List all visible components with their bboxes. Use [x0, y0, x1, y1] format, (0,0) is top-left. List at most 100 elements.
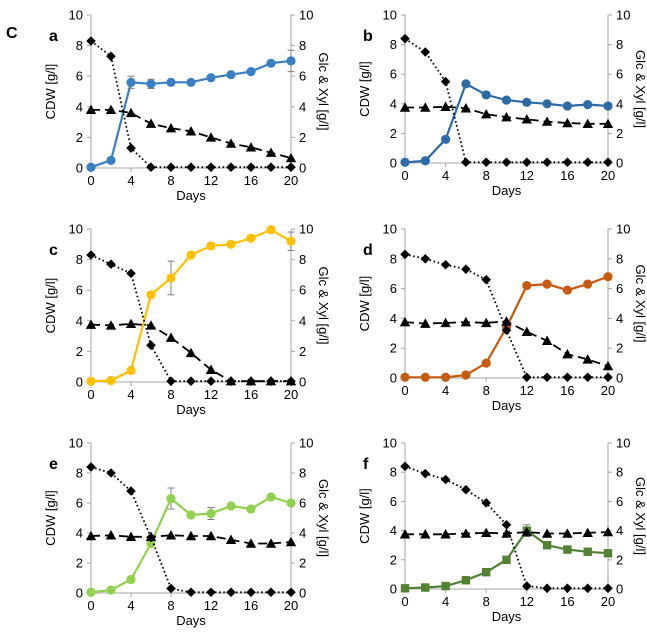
- data-point-cdw: [126, 574, 136, 585]
- data-point-cdw: [603, 101, 613, 111]
- panel-letter: f: [363, 456, 369, 473]
- y2-tick-label: 2: [299, 130, 306, 145]
- series-line-cdw: [90, 59, 292, 169]
- data-point-xyl: [245, 376, 257, 386]
- data-point-xyl: [185, 347, 197, 358]
- data-point-glc: [461, 157, 471, 168]
- y2-tick-label: 6: [299, 496, 306, 511]
- data-point-cdw: [186, 250, 196, 260]
- data-point-xyl: [125, 531, 137, 541]
- data-point-xyl: [105, 320, 117, 330]
- data-point-cdw: [542, 279, 552, 289]
- y2-axis-title: Glc & Xyl [g/l]: [316, 52, 331, 130]
- data-point-xyl: [602, 118, 614, 128]
- data-point-cdw: [603, 272, 613, 282]
- y2-axis-title: Glc & Xyl [g/l]: [633, 50, 647, 128]
- data-point-glc: [146, 340, 156, 351]
- y2-axis-title: Glc & Xyl [g/l]: [633, 477, 647, 555]
- y-tick-label: 8: [76, 466, 83, 481]
- data-point-glc: [106, 51, 116, 62]
- data-point-xyl: [521, 114, 532, 124]
- x-tick-label: 0: [87, 173, 94, 188]
- data-point-glc: [603, 157, 613, 168]
- data-point-xyl: [125, 107, 137, 118]
- data-point-glc: [562, 372, 573, 383]
- data-point-glc: [246, 162, 256, 173]
- data-point-cdw: [441, 581, 450, 591]
- y-tick-label: 4: [76, 313, 83, 328]
- data-point-xyl: [145, 320, 157, 330]
- data-point-xyl: [582, 354, 593, 364]
- y-tick-label: 4: [76, 526, 83, 541]
- data-point-cdw: [461, 79, 471, 89]
- data-point-xyl: [420, 529, 431, 539]
- series-xyl: [85, 104, 297, 163]
- data-point-cdw: [146, 79, 156, 89]
- data-point-cdw: [461, 370, 471, 380]
- x-tick-label: 12: [520, 383, 534, 398]
- data-point-xyl: [85, 104, 97, 115]
- data-point-xyl: [399, 316, 411, 327]
- y2-tick-label: 0: [299, 161, 306, 176]
- x-tick-label: 20: [284, 598, 298, 613]
- y2-tick-label: 2: [616, 126, 623, 141]
- data-point-xyl: [562, 528, 573, 538]
- data-point-glc: [286, 587, 296, 598]
- series-line-glc: [90, 254, 291, 383]
- data-point-cdw: [482, 568, 491, 577]
- data-point-xyl: [285, 376, 297, 386]
- data-point-xyl: [460, 103, 472, 113]
- y2-tick-label: 2: [616, 341, 623, 356]
- y-tick-label: 0: [76, 161, 83, 176]
- x-axis-title: Days: [492, 609, 522, 624]
- y-tick-label: 0: [390, 582, 397, 597]
- data-point-cdw: [106, 375, 116, 386]
- data-point-cdw: [522, 97, 532, 107]
- series-glc: [86, 36, 296, 173]
- y2-axis-title: Glc & Xyl [g/l]: [633, 264, 647, 342]
- data-point-cdw: [400, 584, 410, 593]
- y2-tick-label: 4: [616, 523, 623, 538]
- y-tick-label: 0: [76, 586, 83, 601]
- data-point-xyl: [399, 529, 411, 539]
- data-point-xyl: [501, 111, 512, 122]
- data-point-glc: [440, 474, 451, 485]
- data-point-xyl: [225, 138, 237, 148]
- y-tick-label: 6: [390, 494, 397, 509]
- x-tick-label: 20: [601, 383, 615, 398]
- y2-tick-label: 8: [616, 465, 623, 480]
- data-point-xyl: [245, 142, 257, 152]
- y-tick-label: 8: [390, 465, 397, 480]
- y-axis-title: CDW [g/l]: [43, 64, 58, 120]
- data-point-glc: [582, 372, 593, 383]
- data-point-cdw: [166, 77, 176, 87]
- series-xyl: [399, 526, 614, 539]
- data-point-cdw: [441, 134, 451, 144]
- y-tick-label: 2: [76, 344, 83, 359]
- y2-tick-label: 6: [299, 69, 306, 84]
- y2-tick-label: 8: [616, 37, 623, 52]
- data-point-cdw: [86, 376, 96, 386]
- data-point-cdw: [86, 162, 96, 172]
- y-axis-title: CDW [g/l]: [43, 490, 58, 546]
- data-point-xyl: [562, 117, 573, 128]
- data-point-cdw: [106, 585, 116, 595]
- data-point-glc: [542, 157, 552, 168]
- data-point-cdw: [562, 285, 573, 295]
- data-point-xyl: [481, 108, 492, 119]
- data-point-xyl: [205, 132, 217, 142]
- data-point-glc: [522, 157, 532, 168]
- data-point-glc: [400, 33, 410, 44]
- data-point-xyl: [460, 528, 472, 538]
- x-axis-title: Days: [176, 613, 206, 628]
- data-point-glc: [186, 376, 196, 387]
- series-glc: [400, 461, 613, 594]
- x-tick-label: 0: [401, 594, 408, 609]
- x-tick-label: 16: [560, 168, 574, 183]
- data-point-glc: [420, 468, 431, 479]
- x-tick-label: 4: [442, 168, 449, 183]
- data-point-cdw: [583, 547, 592, 556]
- data-point-cdw: [400, 157, 410, 167]
